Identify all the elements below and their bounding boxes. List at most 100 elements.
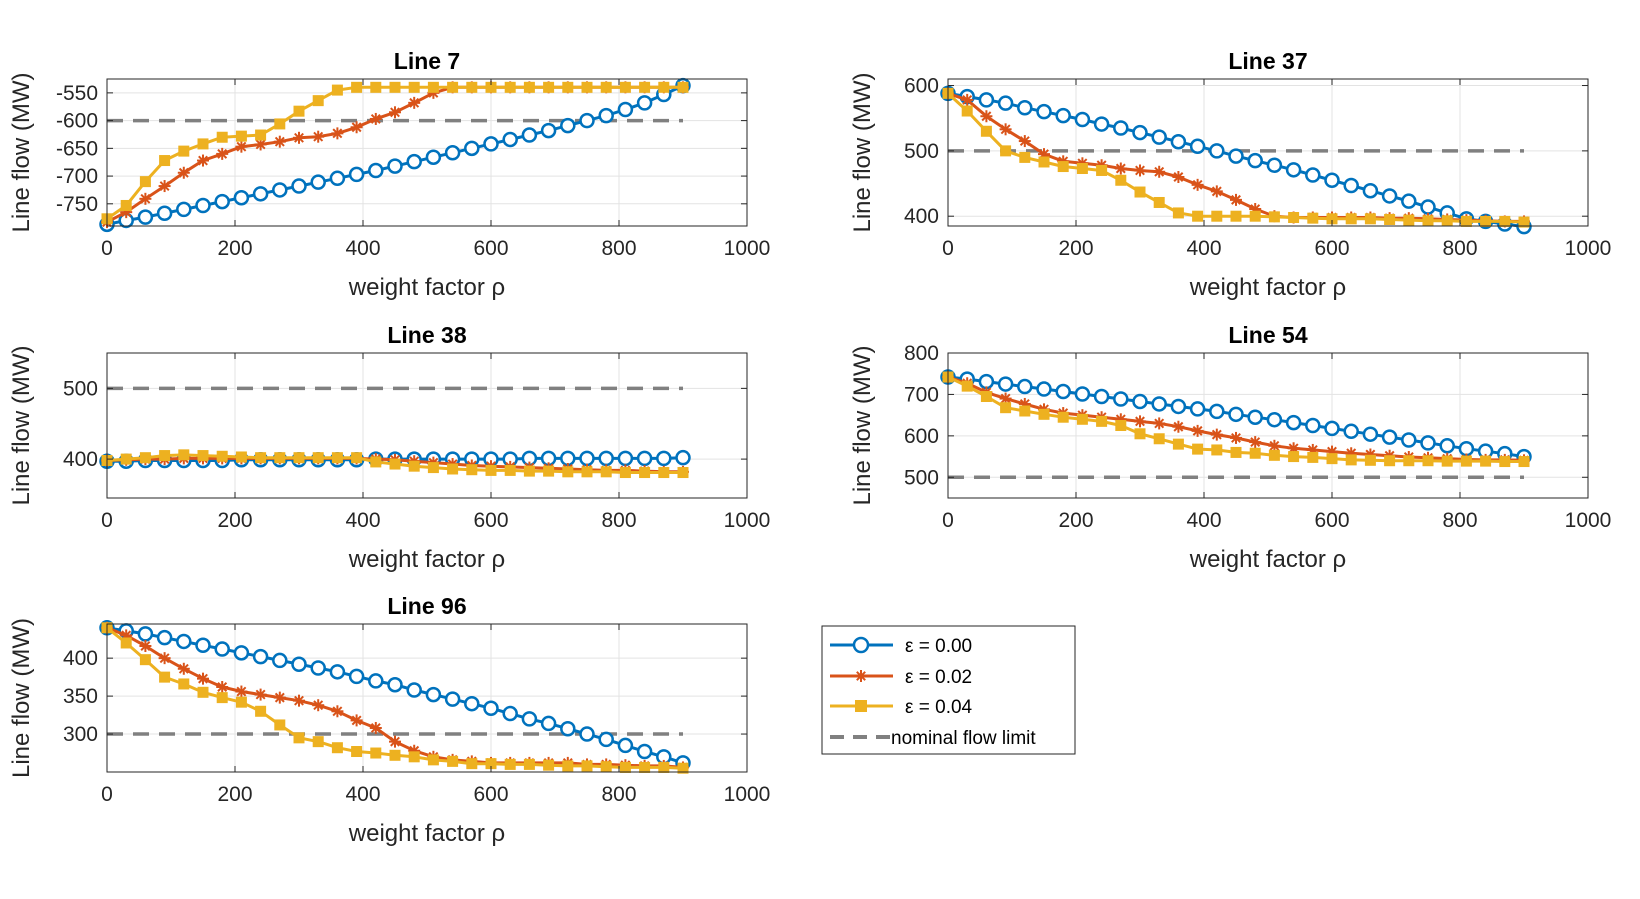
legend-label-eps-4: ε = 0.04 — [905, 697, 973, 718]
data-point — [1076, 413, 1088, 425]
data-point — [1153, 417, 1166, 430]
legend-entry-eps-4: ε = 0.04 — [830, 697, 973, 718]
x-tick-label: 1000 — [724, 237, 771, 260]
data-point — [197, 450, 209, 462]
data-point — [369, 721, 382, 734]
series-eps-4 — [101, 449, 689, 479]
x-tick-label: 800 — [601, 237, 636, 260]
data-point — [291, 178, 307, 194]
data-point — [1480, 455, 1492, 467]
x-tick-label: 800 — [601, 509, 636, 532]
series-eps-4 — [942, 87, 1530, 228]
data-point — [137, 626, 154, 642]
data-point — [158, 652, 171, 665]
data-point — [619, 81, 631, 93]
data-point — [156, 629, 173, 646]
data-point — [1074, 386, 1091, 402]
data-point — [1401, 432, 1417, 448]
data-point — [1288, 212, 1300, 224]
data-point — [158, 180, 171, 193]
data-point — [1191, 178, 1204, 191]
data-point — [252, 186, 269, 202]
axes-box — [106, 78, 748, 227]
x-tick-label: 600 — [473, 783, 508, 806]
data-point — [1151, 129, 1167, 145]
data-point — [329, 664, 346, 680]
x-tick-label: 1000 — [724, 783, 771, 806]
data-point — [312, 699, 325, 712]
x-axis-label: weight factor ρ — [348, 546, 505, 573]
data-point — [1055, 107, 1071, 124]
data-point — [350, 121, 363, 134]
data-point — [1076, 163, 1088, 175]
data-point — [1268, 211, 1280, 223]
data-point — [636, 450, 653, 467]
data-point — [1307, 212, 1319, 224]
x-tick-label: 200 — [1058, 237, 1093, 260]
y-tick-label: 500 — [904, 466, 939, 489]
data-point — [214, 193, 230, 210]
data-point — [1307, 451, 1319, 463]
data-point — [1266, 157, 1283, 173]
data-point — [331, 452, 343, 464]
data-point — [1230, 193, 1242, 206]
y-tick-label: 400 — [904, 205, 939, 228]
data-point — [677, 762, 689, 774]
x-tick-label: 0 — [101, 783, 113, 806]
data-point — [1170, 133, 1187, 150]
data-point — [1210, 428, 1223, 441]
data-point — [1093, 388, 1110, 405]
data-point — [216, 147, 229, 160]
data-point — [1460, 215, 1472, 227]
data-point — [485, 464, 497, 476]
data-point — [1422, 455, 1434, 467]
data-point — [425, 149, 442, 165]
x-tick-label: 1000 — [724, 509, 771, 532]
data-point — [1134, 428, 1146, 440]
x-tick-label: 400 — [1186, 509, 1221, 532]
y-axis-label: Line flow (MW) — [8, 72, 35, 232]
data-point — [1326, 213, 1338, 225]
data-point — [485, 81, 497, 93]
series-eps-4 — [101, 622, 689, 774]
data-point — [389, 106, 401, 119]
y-tick-label: 600 — [904, 425, 939, 448]
data-point — [178, 678, 190, 690]
y-axis-label: Line flow (MW) — [849, 345, 876, 505]
data-point — [562, 466, 574, 478]
data-point — [197, 138, 209, 150]
data-point — [1249, 436, 1262, 449]
data-point — [1153, 196, 1165, 208]
data-point — [235, 685, 248, 698]
y-tick-label: -650 — [56, 137, 98, 160]
data-point — [1113, 391, 1129, 407]
data-point — [139, 192, 152, 205]
data-point — [1211, 210, 1223, 222]
data-point — [464, 695, 480, 712]
data-point — [1018, 135, 1031, 148]
data-point — [1343, 177, 1359, 194]
y-tick-label: 400 — [63, 448, 98, 471]
data-point — [978, 92, 995, 108]
x-tick-label: 800 — [1442, 237, 1477, 260]
data-point — [177, 166, 190, 179]
x-tick-label: 1000 — [1565, 237, 1612, 260]
data-point — [1268, 439, 1281, 452]
x-tick-label: 0 — [942, 509, 954, 532]
data-point — [254, 688, 267, 701]
data-point — [997, 95, 1014, 111]
data-point — [329, 170, 346, 187]
data-point — [197, 154, 209, 167]
data-point — [521, 127, 538, 143]
data-point — [1439, 438, 1455, 454]
data-point — [1057, 161, 1069, 173]
data-point — [560, 450, 576, 467]
data-point — [1172, 438, 1184, 450]
data-point — [581, 760, 593, 772]
data-point — [293, 732, 305, 744]
data-point — [293, 694, 305, 707]
data-point — [543, 465, 555, 477]
data-point — [252, 648, 269, 665]
data-point — [331, 127, 344, 140]
data-point — [389, 735, 401, 748]
